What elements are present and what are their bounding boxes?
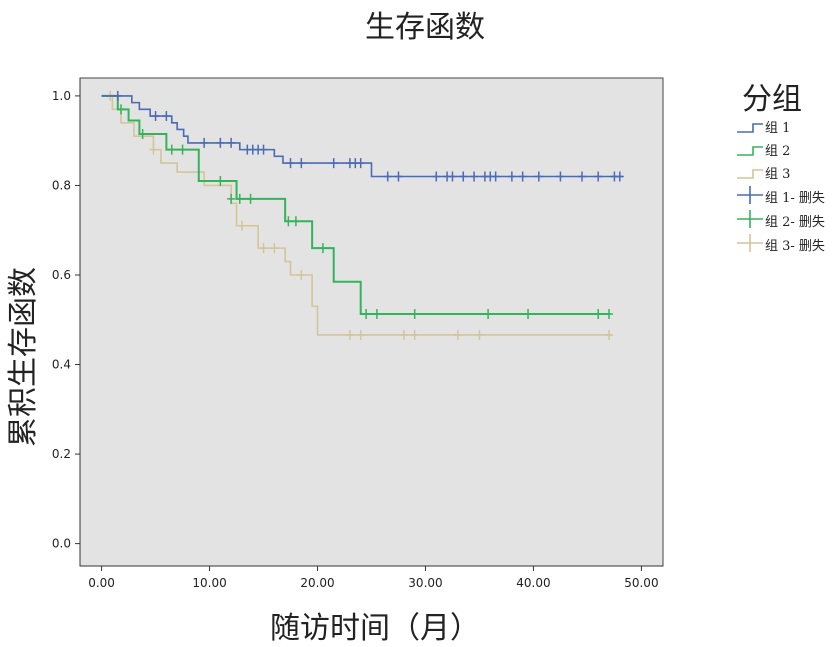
censor-mark-group-1 xyxy=(470,171,479,182)
censor-mark-group-1 xyxy=(200,137,209,148)
censor-mark-group-1 xyxy=(383,171,392,182)
censor-mark-group-1 xyxy=(491,171,500,182)
legend-line-group-2 xyxy=(737,146,763,156)
legend-item-group-2: 组 2 xyxy=(765,144,791,159)
censor-mark-group-2 xyxy=(605,308,614,319)
legend-item-group-2-censored: 组 2- 删失 xyxy=(765,215,825,230)
censor-mark-group-1 xyxy=(162,111,171,122)
x-tick-label: 50.00 xyxy=(624,576,658,590)
censor-mark-group-2 xyxy=(410,308,419,319)
censor-mark-group-3 xyxy=(237,220,246,231)
y-tick-label: 0.0 xyxy=(52,537,71,551)
censor-mark-group-1 xyxy=(329,158,338,169)
censor-mark-group-2 xyxy=(594,308,603,319)
censor-mark-group-1 xyxy=(518,171,527,182)
series-line-group-3 xyxy=(101,95,612,336)
censor-mark-group-1 xyxy=(216,137,225,148)
x-tick-label: 0.00 xyxy=(88,576,115,590)
axis-layer: 0.00 10.00 20.00 30.00 40.00 50.00 0.0 0.2 0.4 0.… xyxy=(52,78,663,590)
x-tick-label: 40.00 xyxy=(516,576,550,590)
censor-mark-group-1 xyxy=(151,111,160,122)
censor-mark-group-1 xyxy=(286,158,295,169)
censor-mark-group-2 xyxy=(291,216,300,227)
censor-mark-group-2 xyxy=(167,144,176,155)
legend-layer xyxy=(737,123,763,252)
censor-mark-group-3 xyxy=(399,329,408,340)
legend-item-group-3-censored: 组 3- 删失 xyxy=(765,239,825,254)
censor-mark-group-1 xyxy=(297,158,306,169)
x-axis-label: 随访时间（月） xyxy=(270,611,480,646)
censor-mark-group-1 xyxy=(356,158,365,169)
censor-mark-group-1 xyxy=(432,171,441,182)
censor-mark-group-1 xyxy=(448,171,457,182)
censor-mark-group-1 xyxy=(615,171,624,182)
censor-mark-group-1 xyxy=(507,171,516,182)
censor-mark-group-2 xyxy=(318,243,327,254)
censor-mark-group-2 xyxy=(246,193,255,204)
censor-mark-group-2 xyxy=(227,193,236,204)
x-tick-label: 20.00 xyxy=(300,576,334,590)
censor-mark-group-1 xyxy=(113,90,122,101)
censor-mark-group-2 xyxy=(178,144,187,155)
censor-mark-group-1 xyxy=(556,171,565,182)
censor-mark-group-1 xyxy=(394,171,403,182)
censor-mark-group-1 xyxy=(227,137,236,148)
censor-mark-group-3 xyxy=(270,243,279,254)
y-tick-label: 0.2 xyxy=(52,447,71,461)
x-tick-label: 30.00 xyxy=(408,576,442,590)
censor-mark-group-3 xyxy=(605,329,614,340)
censor-mark-group-2 xyxy=(216,175,225,186)
censor-mark-group-2 xyxy=(284,216,293,227)
legend-item-group-3: 组 3 xyxy=(765,167,791,182)
censor-mark-group-2 xyxy=(372,308,381,319)
y-tick-label: 0.4 xyxy=(52,358,71,372)
censor-mark-group-3 xyxy=(259,243,268,254)
legend-line-group-3 xyxy=(737,169,763,179)
legend-censor-group-2 xyxy=(737,210,763,228)
censor-mark-group-2 xyxy=(524,308,533,319)
legend-censor-group-3 xyxy=(737,234,763,252)
legend-title: 分组 xyxy=(742,82,802,117)
y-tick-label: 1.0 xyxy=(52,89,71,103)
legend-line-group-1 xyxy=(737,123,763,133)
censor-mark-group-1 xyxy=(459,171,468,182)
censor-mark-group-3 xyxy=(410,329,419,340)
y-tick-label: 0.6 xyxy=(52,268,71,282)
censor-mark-group-1 xyxy=(578,171,587,182)
censor-mark-group-1 xyxy=(594,171,603,182)
censor-mark-group-3 xyxy=(297,269,306,280)
censor-mark-group-3 xyxy=(453,329,462,340)
legend-censor-group-1 xyxy=(737,186,763,204)
censor-mark-group-2 xyxy=(138,128,147,139)
censor-mark-group-2 xyxy=(235,193,244,204)
censor-mark-group-3 xyxy=(345,329,354,340)
censor-mark-group-3 xyxy=(475,329,484,340)
censor-mark-group-3 xyxy=(149,144,158,155)
series-layer xyxy=(101,90,624,340)
censor-mark-group-2 xyxy=(117,104,126,115)
legend-item-group-1-censored: 组 1- 删失 xyxy=(765,191,825,206)
censor-mark-group-3 xyxy=(356,329,365,340)
x-tick-label: 10.00 xyxy=(192,576,226,590)
y-tick-label: 0.8 xyxy=(52,178,71,192)
censor-mark-group-1 xyxy=(259,144,268,155)
censor-mark-group-2 xyxy=(362,308,371,319)
censor-mark-group-2 xyxy=(484,308,493,319)
series-line-group-1 xyxy=(101,95,624,178)
censor-mark-group-1 xyxy=(534,171,543,182)
chart-title: 生存函数 xyxy=(365,10,485,45)
y-axis-label: 累积生存函数 xyxy=(6,267,41,447)
legend-item-group-1: 组 1 xyxy=(765,121,791,136)
plot-area xyxy=(79,77,664,567)
